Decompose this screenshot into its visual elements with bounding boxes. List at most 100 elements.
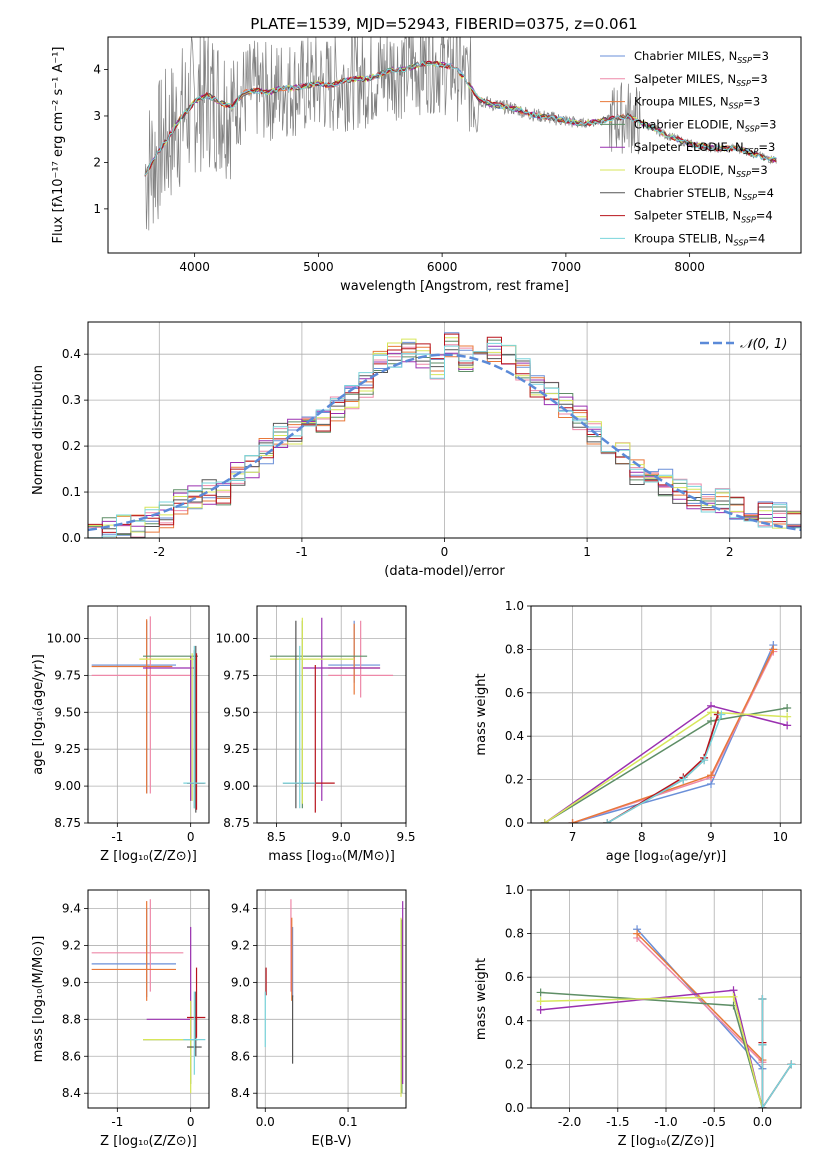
tick-label-y: 8.6 <box>62 1049 81 1063</box>
weight-line <box>540 996 764 1108</box>
axes-frame <box>87 321 802 539</box>
tick-label-x: -0.5 <box>703 1115 726 1129</box>
tick-label-x: 8 <box>638 830 646 844</box>
panel-z-weight: -2.0 -1.5 -1.0 -0.5 0.0 0.0 0.2 0.4 0.6 0.8 1.0 Z [… <box>474 883 802 1149</box>
tick-label-x: 0 <box>187 830 195 844</box>
legend-entry: Salpeter ELODIE, NSSP=3 <box>634 140 775 156</box>
weight-line <box>572 644 774 823</box>
tick-label-x: 2 <box>726 545 734 559</box>
weight-point <box>707 771 715 780</box>
plot-area <box>91 899 206 1094</box>
plot-area <box>540 641 792 823</box>
tick-label-x: 0 <box>187 1115 195 1129</box>
tick-label-y: 8.75 <box>223 816 250 830</box>
weight-point <box>769 645 778 654</box>
tick-label-y: 1.0 <box>505 599 524 613</box>
tick-label-y: 9.4 <box>62 901 81 915</box>
tick-label-y: 0.8 <box>505 927 524 941</box>
weight-point <box>536 997 545 1006</box>
tick-label-y: 1 <box>93 202 101 216</box>
residual-histogram <box>88 342 801 538</box>
tick-label-x: 0.0 <box>256 1115 275 1129</box>
axis-label-x: mass [log₁₀(M/M⊙)] <box>268 849 395 864</box>
normal-curve <box>88 353 801 532</box>
legend-entry: Chabrier STELIB, NSSP=4 <box>634 186 774 202</box>
tick-label-y: 0.2 <box>62 439 81 453</box>
tick-label-x: 5000 <box>303 260 334 274</box>
tick-label-y: 9.00 <box>54 779 81 793</box>
tick-label-x: -1 <box>111 830 123 844</box>
tick-label-x: -2 <box>153 545 165 559</box>
tick-label-x: -1.5 <box>606 1115 629 1129</box>
legend-entry: Salpeter STELIB, NSSP=4 <box>634 209 773 225</box>
tick-label-y: 0.0 <box>505 1101 524 1115</box>
plot-area <box>269 617 394 813</box>
axis-label-x: Z [log₁₀(Z/Z⊙)] <box>618 1134 715 1149</box>
tick-label-y: 9.75 <box>54 668 81 682</box>
model-spectrum <box>144 61 777 176</box>
weight-point <box>568 819 577 823</box>
tick-label-x: 4000 <box>179 260 210 274</box>
tick-label-y: 0.4 <box>505 729 524 743</box>
weight-line <box>540 989 764 1108</box>
axis-label-y: age [log₁₀(age/yr)] <box>31 654 46 775</box>
legend-entry: Chabrier MILES, NSSP=3 <box>634 49 769 65</box>
tick-label-y: 9.0 <box>62 975 81 989</box>
weight-point <box>783 721 792 730</box>
tick-label-y: 9.50 <box>54 705 81 719</box>
tick-label-y: 9.00 <box>223 779 250 793</box>
tick-label-y: 9.75 <box>223 668 250 682</box>
tick-label-y: 8.75 <box>54 816 81 830</box>
weight-point <box>679 775 688 784</box>
tick-label-x: -1.0 <box>654 1115 677 1129</box>
weight-line <box>606 714 723 823</box>
tick-label-y: 9.50 <box>223 705 250 719</box>
weight-line <box>636 928 763 1070</box>
axis-label-x: (data-model)/error <box>384 564 505 579</box>
tick-label-y: 0.2 <box>505 1057 524 1071</box>
tick-label-y: 10.00 <box>47 631 81 645</box>
tick-label-y: 9.4 <box>231 901 250 915</box>
weight-point <box>536 1005 545 1014</box>
tick-label-y: 9.0 <box>231 975 250 989</box>
legend-entry: Salpeter MILES, NSSP=3 <box>634 72 768 88</box>
figure-title: PLATE=1539, MJD=52943, FIBERID=0375, z=0… <box>250 15 637 33</box>
tick-label-y: 8.6 <box>231 1049 250 1063</box>
model-spectrum <box>144 60 777 176</box>
weight-point <box>717 710 726 719</box>
tick-label-x: 8.5 <box>267 830 286 844</box>
weight-line <box>636 933 763 1061</box>
tick-label-y: 8.4 <box>231 1086 250 1100</box>
tick-label-x: -2.0 <box>558 1115 581 1129</box>
weight-point <box>707 717 715 726</box>
weight-point <box>729 992 738 1001</box>
tick-label-y: 0.0 <box>62 531 81 545</box>
axis-label-x: E(B-V) <box>311 1134 351 1149</box>
weight-line <box>544 707 788 823</box>
tick-label-y: 8.4 <box>62 1086 81 1100</box>
weight-point <box>783 712 792 721</box>
axis-label-y: Normed distribution <box>31 365 46 495</box>
tick-label-y: 8.8 <box>231 1012 250 1026</box>
tick-label-y: 8.8 <box>62 1012 81 1026</box>
tick-label-x: 7000 <box>551 260 582 274</box>
weight-point <box>633 929 642 938</box>
tick-label-x: 7 <box>569 830 577 844</box>
legend-entry: Chabrier ELODIE, NSSP=3 <box>634 117 776 133</box>
legend-entry: Kroupa MILES, NSSP=3 <box>634 95 760 111</box>
tick-label-y: 0.1 <box>62 485 81 499</box>
axes-frame <box>530 605 802 824</box>
tick-label-y: 0.6 <box>505 970 524 984</box>
tick-label-x: 9 <box>707 830 715 844</box>
panel-z-age: -1 0 8.75 9.00 9.25 9.50 9.75 10.00 Z [log₁₀(Z/Z… <box>31 605 210 864</box>
panel-ebv-mass: 0.0 0.1 8.4 8.6 8.8 9.0 9.2 9.4 E(B-V) <box>231 889 407 1149</box>
tick-label-y: 3 <box>93 109 101 123</box>
tick-label-y: 0.4 <box>505 1014 524 1028</box>
tick-label-x: 9.5 <box>396 830 415 844</box>
weight-point <box>603 819 612 823</box>
weight-point <box>787 1060 796 1069</box>
panel-age-weight: 7 8 9 10 0.0 0.2 0.4 0.6 0.8 1.0 age [log₁₀(age/yr… <box>474 599 802 864</box>
tick-label-y: 9.2 <box>62 938 81 952</box>
tick-label-y: 0.3 <box>62 393 81 407</box>
